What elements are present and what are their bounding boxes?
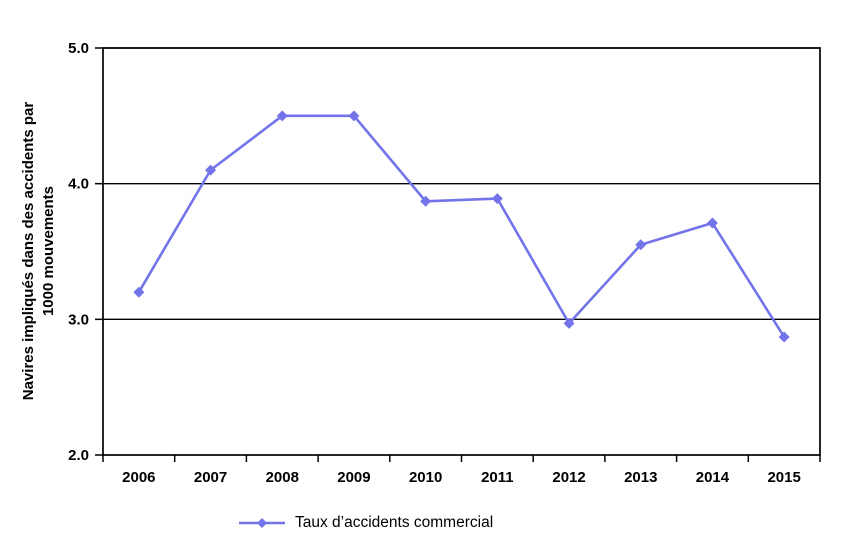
data-point-marker [491,193,503,205]
data-point-marker [635,239,647,251]
y-tick-label: 2.0 [68,447,89,464]
data-point-marker [420,195,432,207]
x-tick-label: 2013 [624,469,657,486]
data-point-marker [706,217,718,229]
x-tick-label: 2009 [337,469,370,486]
plot-border [102,47,821,456]
data-point-marker [276,110,288,122]
y-tick-label: 3.0 [68,311,89,328]
x-tick-label: 2012 [552,469,585,486]
legend-line-marker-icon [239,518,285,528]
x-tick-label: 2014 [696,469,730,486]
x-tick-label: 2008 [266,469,299,486]
x-tick-label: 2006 [122,469,155,486]
series-line [137,114,786,338]
data-point-marker [778,331,790,343]
x-tick-label: 2010 [409,469,442,486]
data-point-marker [348,110,360,122]
y-axis-title-line1: Navires impliqués dans des accidents par [20,101,37,401]
data-point-marker [563,317,575,329]
y-tick-label: 5.0 [68,40,89,57]
x-tick-label: 2015 [767,469,800,486]
data-point-marker [205,164,217,176]
y-axis-title: Navires impliqués dans des accidents par… [19,39,61,463]
x-tick-label: 2007 [194,469,227,486]
y-tick-label: 4.0 [68,176,89,193]
x-tick-label: 2011 [481,469,514,486]
y-axis-title-line2: 1000 mouvements [40,185,57,317]
legend: Taux d’accidents commercial [238,511,493,535]
legend-label: Taux d’accidents commercial [295,514,494,531]
data-point-marker [133,286,145,298]
